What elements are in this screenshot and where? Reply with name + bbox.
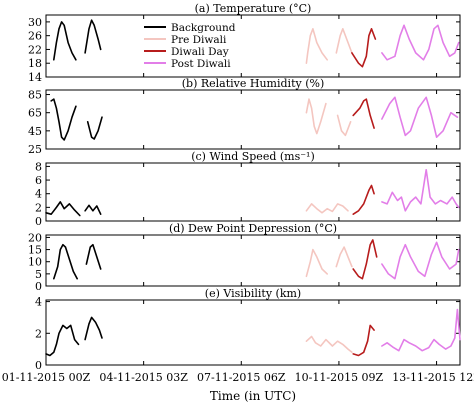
panel-frame	[45, 89, 461, 150]
y-tick-label: 14	[28, 71, 42, 84]
panel-title: (a) Temperature (°C)	[195, 2, 312, 15]
y-tick-label: 30	[28, 16, 42, 29]
y-tick-label: 26	[28, 30, 42, 43]
series-line-background	[84, 19, 102, 54]
x-tick-label: 01-11-2015 00Z	[2, 371, 91, 384]
series-line-pre	[305, 203, 349, 214]
legend-label-background: Background	[171, 22, 236, 34]
series-line-background	[50, 98, 77, 141]
y-tick-label: 4	[35, 188, 42, 201]
y-tick-label: 15	[28, 244, 42, 257]
series-line-day	[352, 324, 375, 357]
series-line-pre	[336, 114, 352, 137]
x-axis-title: Time (in UTC)	[210, 389, 296, 403]
series-line-post	[381, 308, 461, 352]
y-tick-label: 25	[28, 143, 42, 156]
x-axis: 01-11-2015 00Z 04-11-2015 03Z 07-11-2015 0…	[2, 371, 474, 403]
panel-frame	[45, 299, 461, 366]
y-tick-label: 65	[28, 107, 42, 120]
panel-title: (b) Relative Humidity (%)	[182, 77, 325, 90]
x-tick-label: 10-11-2015 09Z	[295, 371, 384, 384]
legend-label-pre: Pre Diwali	[171, 34, 227, 46]
series-line-background	[45, 201, 81, 217]
y-tick-label: 20	[28, 231, 42, 244]
series-line-background	[84, 204, 102, 215]
series-line-post	[381, 169, 460, 212]
series-line-post	[381, 24, 460, 61]
series-line-background	[53, 21, 77, 61]
series-line-background	[53, 243, 78, 280]
panel-title: (d) Dew Point Depression (°C)	[169, 222, 337, 235]
y-tick-label: 0	[35, 359, 42, 372]
y-tick-label: 18	[28, 57, 42, 70]
y-tick-label: 4	[35, 296, 42, 309]
series-line-pre	[335, 246, 353, 268]
y-tick-label: 45	[28, 125, 42, 138]
series-line-post	[381, 96, 459, 138]
panel-title: (e) Visibility (km)	[205, 287, 301, 300]
series-line-day	[352, 98, 375, 129]
series-line-pre	[305, 28, 328, 64]
panel-frame	[45, 234, 461, 287]
panel-frame	[45, 162, 461, 222]
panel-frame	[45, 14, 461, 78]
series-line-day	[352, 239, 378, 280]
y-tick-label: 2	[35, 327, 42, 340]
y-tick-label: 2	[35, 201, 42, 214]
series-line-post	[381, 241, 460, 280]
legend-label-post: Post Diwali	[171, 58, 231, 70]
panel-title: (c) Wind Speed (ms⁻¹)	[191, 150, 315, 163]
y-tick-label: 0	[35, 215, 42, 228]
y-tick-label: 85	[28, 89, 42, 102]
y-tick-label: 6	[35, 174, 42, 187]
series-line-background	[84, 316, 103, 341]
series-line-background	[86, 116, 103, 140]
series-line-pre	[305, 335, 353, 354]
series-line-day	[351, 28, 377, 68]
x-tick-label: 07-11-2015 06Z	[197, 371, 286, 384]
legend-label-day: Diwali Day	[171, 46, 229, 58]
series-line-day	[352, 184, 375, 215]
y-tick-label: 8	[35, 160, 42, 173]
series-line-pre	[335, 28, 353, 54]
series-line-pre	[305, 98, 327, 135]
series-line-background	[45, 324, 80, 357]
series-line-pre	[305, 248, 328, 278]
x-tick-label: 04-11-2015 03Z	[99, 371, 188, 384]
y-tick-label: 5	[35, 268, 42, 281]
panel-1: (b) Relative Humidity (%) 25 45 65 85	[28, 77, 461, 156]
y-tick-label: 10	[28, 256, 42, 269]
series-line-background	[85, 243, 102, 270]
x-tick-label: 13-11-2015 12Z	[392, 371, 474, 384]
y-tick-label: 22	[28, 43, 42, 56]
y-tick-label: 0	[35, 280, 42, 293]
panel-4: (e) Visibility (km) 0 2 4	[35, 287, 461, 372]
